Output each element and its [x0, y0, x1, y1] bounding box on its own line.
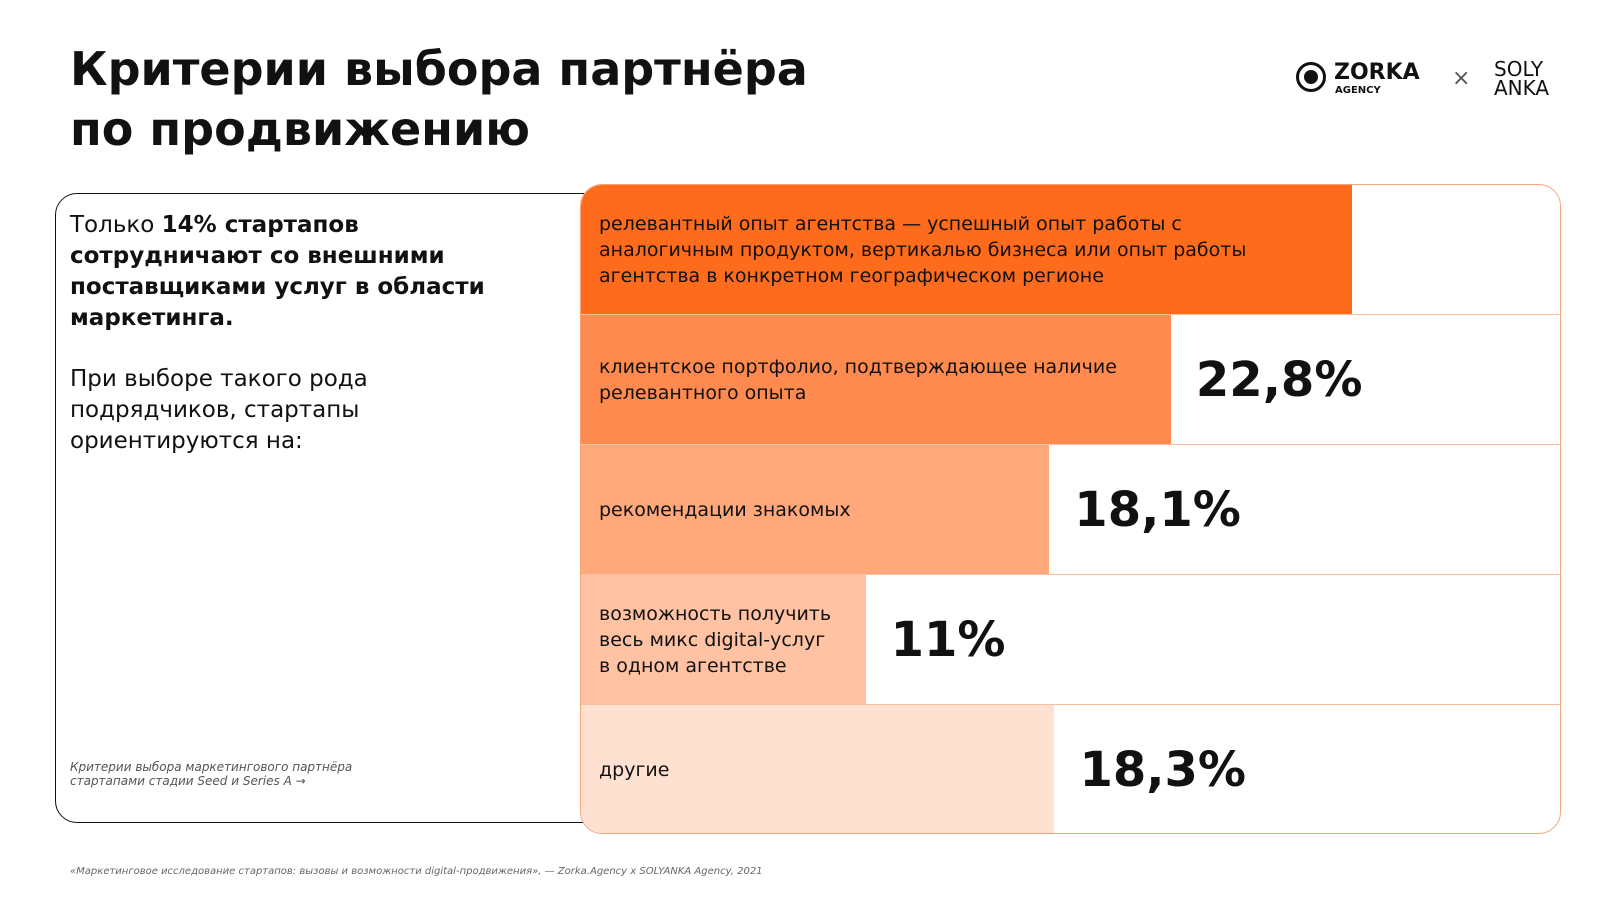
bar-row: возможность получить весь микс digital-у…	[581, 575, 1560, 705]
logo-icon	[1296, 62, 1326, 92]
bar-row: клиентское портфолио, подтверждающее нал…	[581, 315, 1560, 445]
bar-row: релевантный опыт агентства — успешный оп…	[581, 185, 1560, 315]
intro: Только 14% стартапов сотрудничают со вне…	[70, 210, 490, 334]
text-bold: 14% стартапов сотрудничают со внешними п…	[70, 212, 485, 331]
caption: Критерии выбора маркетингового партнёра …	[70, 760, 353, 788]
value-label: 22,8%	[1195, 351, 1363, 408]
logo-text: SOLY	[1494, 57, 1544, 81]
text: При выборе такого рода подрядчиков, стар…	[70, 366, 368, 454]
bar-row: рекомендации знакомых 18,1%	[581, 445, 1560, 575]
source: «Маркетинговое исследование стартапов: в…	[70, 866, 763, 877]
logo: AGENCY	[1335, 85, 1381, 96]
value-label: 18,3%	[1079, 741, 1246, 798]
category-label: клиентское портфолио, подтверждающее нал…	[599, 355, 1117, 404]
category-label: рекомендации знакомых	[599, 498, 851, 521]
category-label: другие	[599, 758, 670, 781]
chart: релевантный опыт агентства — успешный оп…	[580, 184, 1561, 834]
logo: ZORKA	[1334, 60, 1420, 85]
value-label: 18,1%	[1074, 481, 1241, 538]
logo-separator: ×	[1452, 66, 1471, 91]
value-label: 11%	[890, 611, 1006, 668]
text: Только	[70, 212, 162, 238]
title: Критерии выбора партнёра	[70, 42, 808, 96]
logo: SOLY ANKA	[1494, 57, 1550, 100]
bar	[581, 445, 1050, 574]
bar	[581, 185, 1353, 314]
title: по продвижению	[70, 102, 530, 156]
bar	[581, 705, 1055, 833]
bar	[581, 575, 866, 704]
logo-text: ANKA	[1494, 76, 1550, 100]
category-label: возможность получить весь микс digital-у…	[599, 602, 832, 677]
bar	[581, 315, 1171, 444]
category-label: релевантный опыт агентства — успешный оп…	[599, 212, 1247, 287]
bar-row: другие 18,3%	[581, 705, 1560, 833]
